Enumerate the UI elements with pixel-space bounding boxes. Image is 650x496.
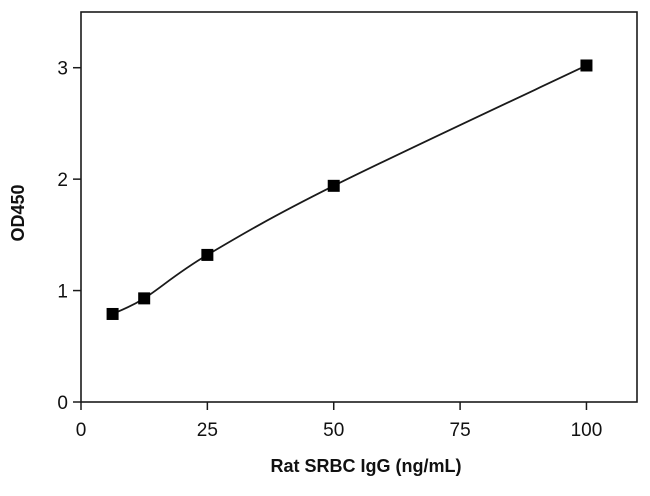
data-point — [201, 248, 214, 261]
y-tick-label: 1 — [57, 282, 68, 303]
x-axis: 0 25 50 75 100 — [76, 402, 603, 441]
data-point — [106, 307, 119, 320]
x-tick-label: 50 — [323, 420, 344, 441]
plot-frame — [80, 11, 638, 403]
fit-line — [112, 64, 587, 315]
y-tick-label: 0 — [57, 393, 68, 414]
fit-line-layer — [112, 64, 587, 315]
data-point — [327, 179, 340, 192]
data-point — [138, 292, 151, 305]
y-tick-label: 2 — [57, 170, 68, 191]
plot-border — [80, 11, 638, 403]
y-axis-title: OD450 — [8, 184, 28, 241]
x-axis-title: Rat SRBC IgG (ng/mL) — [271, 456, 462, 476]
data-points-layer — [106, 59, 593, 320]
x-tick-label: 25 — [197, 420, 218, 441]
x-tick-label: 100 — [571, 420, 603, 441]
x-tick-label: 0 — [76, 420, 87, 441]
data-point — [580, 59, 593, 72]
y-axis: 0 1 2 3 — [57, 59, 81, 414]
y-tick-label: 3 — [57, 59, 68, 80]
x-tick-label: 75 — [450, 420, 471, 441]
